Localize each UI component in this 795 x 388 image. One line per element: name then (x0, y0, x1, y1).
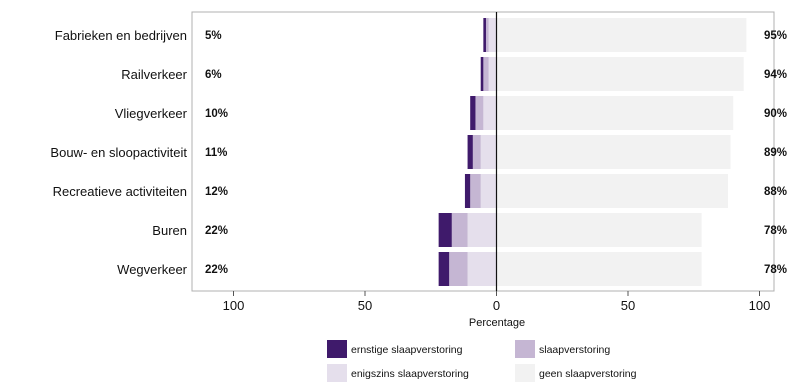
bar-segment (480, 57, 484, 91)
legend-swatch (515, 340, 535, 358)
left-percentage-label: 22% (205, 225, 228, 237)
bar-segment (488, 18, 497, 52)
bar-segment (449, 252, 468, 286)
bars-group (438, 18, 747, 286)
bar-segment (485, 18, 489, 52)
left-percentage-label: 22% (205, 264, 228, 276)
legend: ernstige slaapverstoring slaapverstoring e… (327, 340, 637, 382)
bar-segment (451, 213, 468, 247)
right-percentage-label: 78% (764, 264, 787, 276)
right-percentage-label: 88% (764, 186, 787, 198)
bar-segment (470, 174, 481, 208)
legend-swatch (327, 364, 347, 382)
left-percentage-label: 12% (205, 186, 228, 198)
legend-swatch (327, 340, 347, 358)
bar-segment (488, 57, 497, 91)
right-percentage-label: 94% (764, 69, 787, 81)
x-axis-title: Percentage (469, 317, 525, 329)
bar-segment (496, 18, 747, 52)
category-label: Railverkeer (121, 67, 187, 82)
legend-swatch (515, 364, 535, 382)
right-percentage-label: 95% (764, 30, 787, 42)
bar-segment (480, 135, 497, 169)
bar-segment (470, 96, 476, 130)
bar-segment (467, 135, 473, 169)
plot-frame (191, 11, 775, 292)
bar-segment (475, 96, 484, 130)
right-percentage-label: 89% (764, 147, 787, 159)
category-label: Recreatieve activiteiten (53, 184, 187, 199)
x-tick-label: 50 (358, 298, 372, 313)
x-tick-label: 0 (493, 298, 500, 313)
legend-label: geen slaapverstoring (539, 368, 637, 380)
bar-segment (483, 96, 497, 130)
left-percentage-label: 11% (205, 147, 227, 159)
bar-segment (483, 57, 489, 91)
bar-segment (467, 252, 497, 286)
bar-segment (496, 135, 731, 169)
category-label: Vliegverkeer (115, 106, 188, 121)
legend-label: enigszins slaapverstoring (351, 368, 469, 380)
left-percentage-label: 10% (205, 108, 228, 120)
bar-segment (496, 96, 734, 130)
bar-segment (472, 135, 481, 169)
bar-segment (438, 252, 450, 286)
left-percentage-label: 6% (205, 69, 222, 81)
bar-segment (496, 57, 744, 91)
x-tick-label: 100 (749, 298, 771, 313)
legend-label: slaapverstoring (539, 344, 610, 356)
bar-segment (496, 174, 728, 208)
right-percentage-label: 78% (764, 225, 787, 237)
left-percentage-label: 5% (205, 30, 222, 42)
x-tick-label: 50 (621, 298, 635, 313)
category-labels: Fabrieken en bedrijven Railverkeer Vliegve… (50, 28, 187, 277)
x-tick-label: 100 (223, 298, 245, 313)
x-axis-ticks: 100 50 0 50 100 (223, 291, 771, 313)
category-label: Fabrieken en bedrijven (55, 28, 187, 43)
category-label: Buren (152, 223, 187, 238)
bar-segment (438, 213, 452, 247)
legend-label: ernstige slaapverstoring (351, 344, 463, 356)
bar-segment (480, 174, 497, 208)
bar-segment (483, 18, 486, 52)
category-label: Wegverkeer (117, 262, 188, 277)
right-percentage-label: 90% (764, 108, 787, 120)
category-label: Bouw- en sloopactiviteit (50, 145, 187, 160)
bar-segment (496, 252, 702, 286)
bar-segment (464, 174, 471, 208)
bar-segment (496, 213, 702, 247)
percentage-labels: 5% 95% 6% 94% 10% 90% 11% 89% 12% 88% 22% 78% 22% 78% (205, 30, 787, 276)
bar-segment (467, 213, 497, 247)
